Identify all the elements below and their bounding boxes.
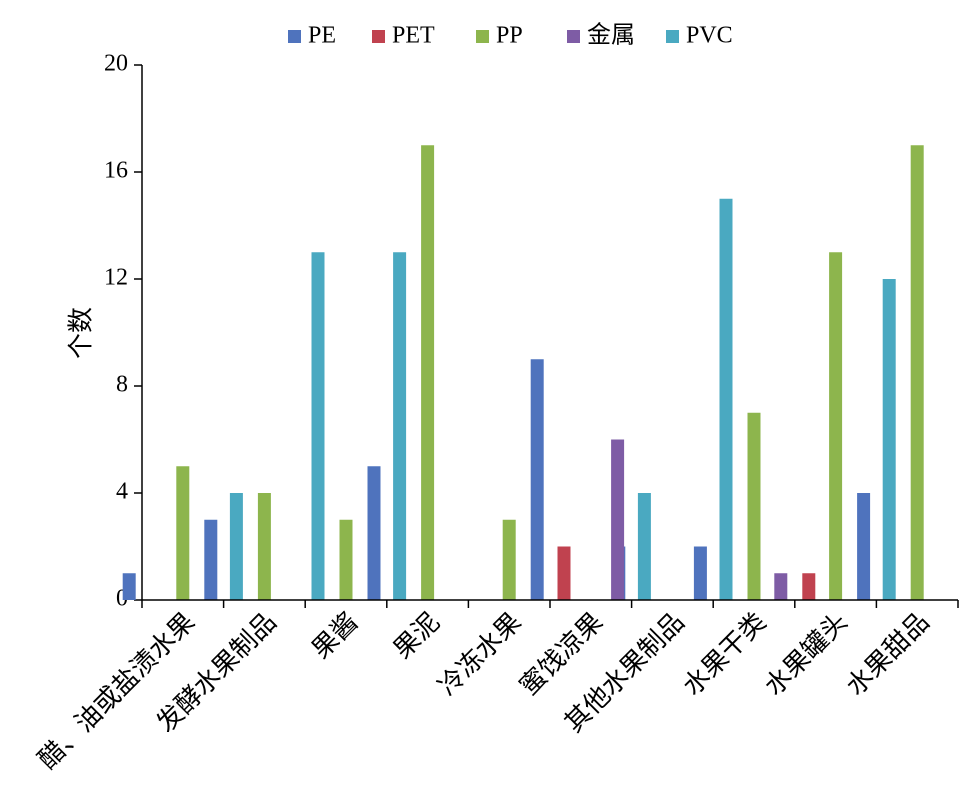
- bar-PP-2: [339, 519, 353, 600]
- y-axis-title: 个数: [67, 307, 97, 359]
- legend-label: PET: [392, 23, 435, 49]
- bar-PE-7: [693, 546, 707, 600]
- bar-PP-9: [910, 145, 924, 600]
- bar-PP-3: [421, 145, 435, 600]
- bars: [122, 145, 924, 600]
- legend-label: PP: [496, 23, 523, 49]
- bar-PVC-5: [637, 493, 651, 600]
- legend-swatch: [476, 30, 489, 43]
- bar-PP-8: [829, 252, 843, 600]
- bar-PET-5: [557, 546, 571, 600]
- legend: PE PET PP 金属 PVC: [288, 22, 733, 49]
- legend-swatch: [567, 30, 580, 43]
- bar-PVC-6: [719, 198, 733, 600]
- bar-PVC-8: [882, 279, 896, 600]
- x-tick-label: 醋、油或盐渍水果: [33, 607, 201, 775]
- bar-PVC-0: [229, 493, 243, 600]
- legend-swatch: [288, 30, 301, 43]
- x-tick-label: 果泥: [388, 607, 446, 665]
- bar-PVC-1: [311, 252, 325, 600]
- bar-PET-8: [802, 573, 816, 600]
- y-tick-label: 8: [116, 372, 128, 398]
- bar-PP-1: [257, 493, 271, 600]
- legend-swatch: [666, 30, 679, 43]
- bar-PP-0: [176, 466, 190, 600]
- legend-label: 金属: [587, 22, 635, 49]
- bar-PP-7: [747, 412, 761, 600]
- bar-PP-4: [502, 519, 516, 600]
- x-tick-label: 果酱: [306, 607, 364, 665]
- bar-PE-1: [204, 519, 218, 600]
- bar-PE-5: [530, 359, 544, 600]
- bar-金属-7: [774, 573, 788, 600]
- y-tick-label: 16: [104, 158, 128, 184]
- y-tick-label: 20: [104, 51, 128, 77]
- legend-label: PVC: [686, 23, 733, 49]
- bar-PE-9: [857, 493, 871, 600]
- y-tick-label: 4: [116, 479, 128, 505]
- legend-swatch: [372, 30, 385, 43]
- y-tick-label: 12: [104, 265, 128, 291]
- bar-PVC-2: [393, 252, 407, 600]
- bar-PE-0: [122, 573, 136, 600]
- x-tick-label: 水果干类: [677, 607, 772, 702]
- x-tick-label: 水果甜品: [841, 607, 936, 702]
- x-tick-label: 水果罐头: [759, 607, 854, 702]
- legend-label: PE: [308, 23, 336, 49]
- bar-PE-3: [367, 466, 381, 600]
- x-tick-label: 冷冻水果: [433, 607, 528, 702]
- bar-金属-5: [611, 439, 625, 600]
